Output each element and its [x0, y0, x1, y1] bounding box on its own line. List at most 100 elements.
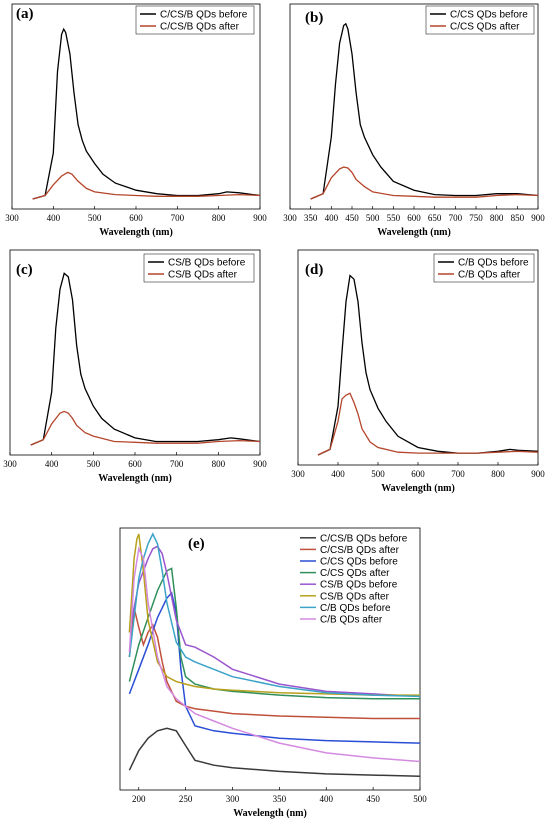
- x-tick-label: 300: [5, 213, 19, 223]
- x-tick-label: 400: [331, 469, 345, 479]
- legend-entry: C/CS QDs before: [320, 557, 398, 568]
- x-tick-label: 300: [291, 469, 305, 479]
- x-tick-label: 500: [88, 213, 102, 223]
- x-tick-label: 600: [128, 459, 142, 469]
- x-axis-label: Wavelength (nm): [99, 227, 173, 238]
- x-tick-label: 400: [325, 213, 339, 223]
- panel-label: (d): [305, 262, 323, 278]
- series-line-7: [128, 546, 421, 763]
- x-tick-label: 300: [283, 213, 297, 223]
- x-tick-label: 700: [451, 469, 465, 479]
- series-line-0: [30, 272, 261, 446]
- x-tick-label: 650: [428, 213, 442, 223]
- x-tick-label: 600: [411, 469, 425, 479]
- legend-entry: C/CS QDs after: [320, 568, 390, 579]
- legend-box: [296, 530, 416, 627]
- x-tick-label: 700: [171, 213, 185, 223]
- x-axis-label: Wavelength (nm): [381, 483, 455, 494]
- legend-entry: C/CS/B QDs before: [160, 10, 248, 21]
- x-tick-label: 250: [179, 794, 193, 804]
- x-tick-label: 750: [469, 213, 483, 223]
- plot-frame: [11, 3, 261, 210]
- x-tick-label: 600: [407, 213, 421, 223]
- x-tick-label: 800: [491, 469, 505, 479]
- legend-entry: C/CS/B QDs after: [320, 545, 400, 556]
- x-tick-label: 700: [170, 459, 184, 469]
- legend-entry: C/CS/B QDs after: [160, 22, 240, 33]
- series-line-1: [317, 392, 539, 456]
- legend-entry: C/CS QDs before: [450, 10, 528, 21]
- legend-entry: CS/B QDs before: [320, 580, 398, 591]
- x-tick-label: 900: [253, 213, 267, 223]
- series-line-6: [128, 532, 421, 698]
- series-line-4: [128, 545, 421, 698]
- x-tick-label: 600: [129, 213, 143, 223]
- series-line-3: [128, 567, 420, 700]
- series-line-1: [30, 410, 261, 446]
- panel-d: 300 400 500 600 700 800 900 Wavelength (nm) (d) C…: [291, 249, 545, 494]
- legend-entry: CS/B QDs after: [320, 591, 390, 602]
- x-tick-label: 900: [253, 459, 267, 469]
- x-axis-label: Wavelength (nm): [98, 473, 172, 484]
- plot-frame: [289, 3, 539, 210]
- x-tick-label: 550: [387, 213, 401, 223]
- x-tick-label: 900: [531, 469, 545, 479]
- x-tick-label: 300: [3, 459, 17, 469]
- legend-entry: C/B QDs before: [320, 603, 391, 614]
- legend-box: [425, 5, 535, 35]
- legend-entry: C/CS/B QDs before: [320, 533, 408, 544]
- x-tick-label: 500: [87, 459, 101, 469]
- legend-box: [433, 253, 535, 283]
- x-axis-label: Wavelength (nm): [377, 227, 451, 238]
- legend-box: [143, 253, 255, 283]
- series-line-5: [128, 533, 420, 696]
- legend-entry: C/B QDs before: [458, 258, 529, 269]
- panel-label: (b): [305, 10, 323, 26]
- panel-a: 300 400 500 600 700 800 900 Wavelength (nm) (a) C…: [5, 3, 267, 238]
- x-tick-label: 900: [531, 213, 545, 223]
- x-tick-label: 800: [490, 213, 504, 223]
- series-line-1: [310, 166, 539, 200]
- series-line-0: [310, 22, 539, 200]
- x-tick-label: 450: [345, 213, 359, 223]
- x-tick-label: 500: [366, 213, 380, 223]
- series-line-0: [128, 727, 421, 778]
- x-tick-label: 850: [511, 213, 525, 223]
- x-tick-label: 400: [47, 213, 61, 223]
- panel-label: (a): [16, 6, 34, 22]
- panel-c: 300 400 500 600 700 800 900 Wavelength (nm) (c) C…: [3, 249, 267, 484]
- legend-box: [135, 5, 255, 35]
- series-line-0: [32, 27, 261, 200]
- x-tick-label: 800: [212, 459, 226, 469]
- plot-frame: [119, 527, 421, 791]
- x-tick-label: 200: [132, 794, 146, 804]
- panel-e: 200 250 300 350 400 450 500 Wavelength (nm) (e) C…: [119, 527, 427, 819]
- x-tick-label: 700: [449, 213, 463, 223]
- x-tick-label: 400: [320, 794, 334, 804]
- legend-entry: C/CS QDs after: [450, 22, 520, 33]
- legend-entry: CS/B QDs after: [168, 270, 238, 281]
- legend-entry: C/B QDs after: [320, 615, 383, 626]
- x-tick-label: 800: [212, 213, 226, 223]
- x-tick-label: 300: [226, 794, 240, 804]
- x-tick-label: 500: [371, 469, 385, 479]
- panel-label: (c): [16, 262, 33, 278]
- x-tick-label: 450: [366, 794, 380, 804]
- panel-b: 300 350 400 450 500 550 600 650 700 750 800 850 900 W…: [283, 3, 545, 238]
- x-tick-label: 350: [304, 213, 318, 223]
- series-line-0: [317, 274, 539, 456]
- x-axis-label: Wavelength (nm): [233, 808, 307, 819]
- legend-entry: C/B QDs after: [458, 270, 521, 281]
- x-tick-label: 400: [45, 459, 59, 469]
- x-tick-label: 350: [273, 794, 287, 804]
- panel-label: (e): [188, 536, 205, 552]
- x-tick-label: 500: [413, 794, 427, 804]
- legend-entry: CS/B QDs before: [168, 258, 246, 269]
- series-line-1: [32, 171, 261, 200]
